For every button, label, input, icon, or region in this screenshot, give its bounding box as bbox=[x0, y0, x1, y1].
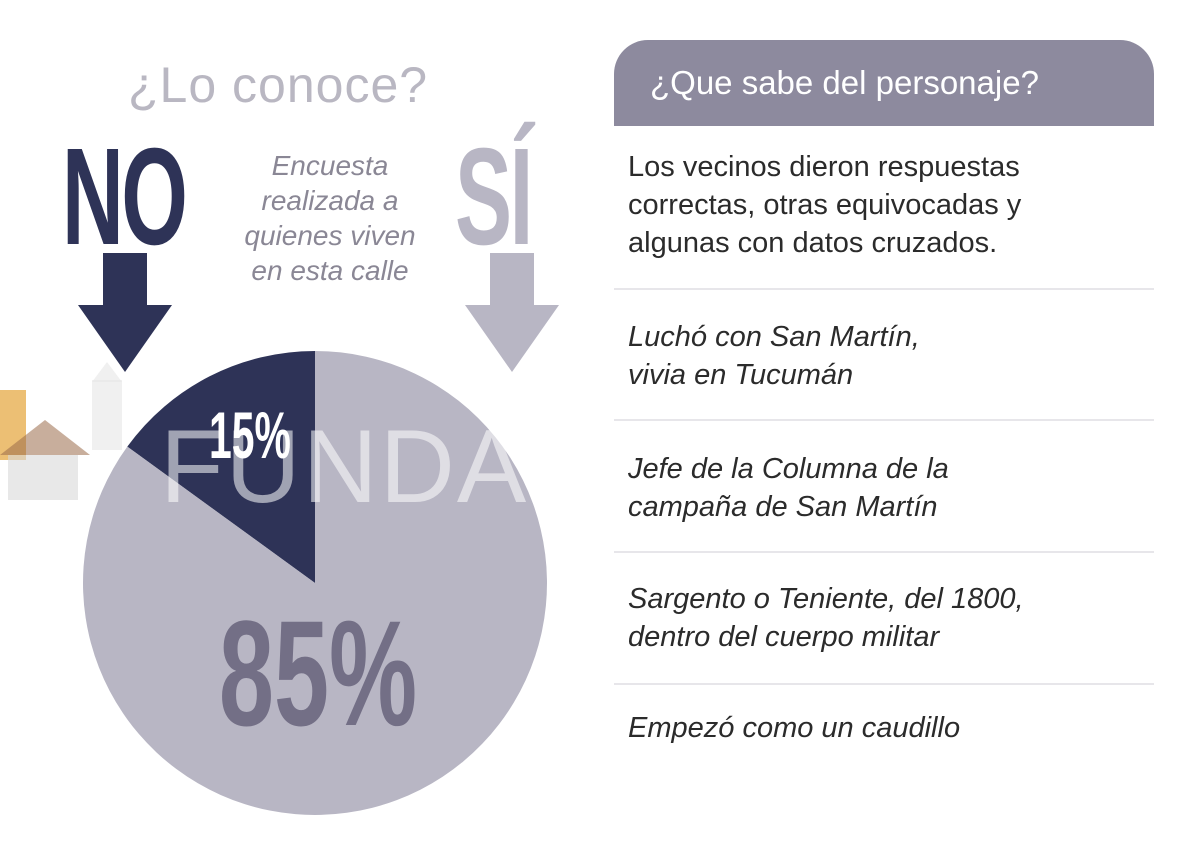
slice-label-si: 85% bbox=[219, 589, 417, 757]
answer-item: Sargento o Teniente, del 1800, dentro de… bbox=[628, 580, 1148, 656]
survey-note-line: en esta calle bbox=[251, 255, 409, 286]
no-arrow-icon bbox=[78, 253, 172, 372]
answer-line: algunas con datos cruzados. bbox=[628, 227, 998, 259]
answer-line: Sargento o Teniente, del 1800, bbox=[628, 583, 1024, 615]
pie-slice-si bbox=[82, 351, 547, 815]
survey-note: Encuesta realizada a quienes viven en es… bbox=[215, 148, 445, 288]
answer-line: vivia en Tucumán bbox=[628, 359, 854, 391]
no-label: NO bbox=[62, 120, 188, 274]
si-arrow-icon bbox=[465, 253, 559, 372]
divider bbox=[614, 551, 1154, 553]
divider bbox=[614, 288, 1154, 290]
panel-header: ¿Que sabe del personaje? bbox=[614, 40, 1154, 126]
answer-line: Empezó como un caudillo bbox=[628, 712, 961, 744]
answer-line: correctas, otras equivocadas y bbox=[628, 189, 1022, 221]
answer-line: dentro del cuerpo militar bbox=[628, 621, 940, 653]
answer-item: Luchó con San Martín, vivia en Tucumán bbox=[628, 318, 1148, 394]
answer-item: Empezó como un caudillo bbox=[628, 709, 1148, 747]
answer-line: Luchó con San Martín, bbox=[628, 321, 920, 353]
si-label: SÍ bbox=[455, 120, 533, 274]
divider bbox=[614, 419, 1154, 421]
answer-line: Los vecinos dieron respuestas bbox=[628, 151, 1020, 183]
answer-item: Jefe de la Columna de la campaña de San … bbox=[628, 450, 1148, 526]
panel-header-title: ¿Que sabe del personaje? bbox=[650, 64, 1039, 101]
answer-item: Los vecinos dieron respuestas correctas,… bbox=[628, 148, 1148, 262]
answer-line: Jefe de la Columna de la bbox=[628, 453, 949, 485]
survey-title: ¿Lo conoce? bbox=[128, 57, 429, 113]
survey-note-line: Encuesta bbox=[271, 150, 389, 181]
pie-slice-no bbox=[127, 351, 315, 583]
answer-line: campaña de San Martín bbox=[628, 491, 938, 523]
slice-label-no: 15% bbox=[209, 398, 291, 473]
divider bbox=[614, 683, 1154, 685]
survey-note-line: realizada a bbox=[261, 185, 399, 216]
watermark-logo-icon bbox=[0, 362, 122, 500]
survey-note-line: quienes viven bbox=[244, 220, 416, 251]
